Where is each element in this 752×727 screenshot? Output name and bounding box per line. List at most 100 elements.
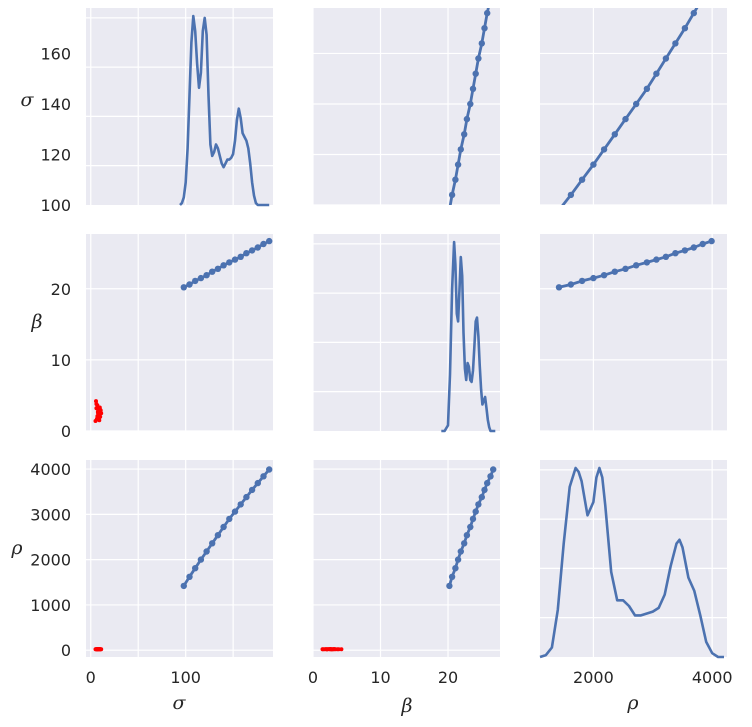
scatter-trail: [569, 178, 584, 197]
y-tick-label: 100: [40, 196, 71, 215]
x-tick-label: 2000: [573, 668, 614, 687]
scatter-trail: [592, 273, 606, 280]
outlier-point: [97, 418, 102, 423]
scatter-trail: [222, 517, 231, 529]
axis-label-layer: σ β ρ σ β ρ: [10, 89, 639, 717]
scatter-trail: [459, 132, 466, 151]
x-tick-label: 100: [170, 668, 201, 687]
scatter-trail: [634, 87, 649, 106]
scatter-points: [446, 0, 493, 213]
y-tick-label: 4000: [30, 460, 71, 479]
panel-background: [540, 460, 727, 657]
panel-beta-vs-sigma: [86, 234, 273, 432]
scatter-trail: [262, 468, 271, 478]
scatter-trail: [199, 550, 209, 561]
scatter-trail: [453, 163, 460, 182]
scatter-trail: [674, 26, 687, 45]
y-tick-label: 20: [51, 280, 71, 299]
scatter-trail: [262, 239, 271, 246]
scatter-trail: [476, 42, 484, 60]
scatter-trail: [474, 57, 480, 76]
scatter-trail: [193, 558, 203, 570]
panel-background: [86, 8, 273, 205]
scatter-trail: [456, 550, 463, 561]
scatter-trail: [256, 474, 265, 485]
scatter-trail: [450, 178, 457, 197]
scatter-trail: [602, 270, 617, 277]
scatter-points: [93, 237, 273, 423]
scatter-trail: [250, 481, 260, 492]
panel-sigma-vs-sigma: [86, 8, 273, 207]
scatter-point: [556, 207, 562, 213]
scatter-trail: [645, 258, 658, 264]
scatter-trail: [485, 8, 490, 15]
scatter-trail: [480, 26, 486, 45]
scatter-trail: [664, 42, 677, 60]
scatter-trail: [580, 163, 595, 182]
y-tick-label: 120: [40, 146, 71, 165]
scatter-trail: [182, 575, 191, 588]
xlabel-col-0: σ: [173, 692, 187, 714]
outlier-point: [95, 409, 100, 414]
scatter-trail: [216, 525, 226, 537]
y-tick-label: 0: [61, 422, 71, 441]
y-tick-label: 2000: [30, 551, 71, 570]
scatter-trail: [701, 239, 713, 246]
scatter-trail: [456, 147, 463, 167]
scatter-trail: [645, 72, 658, 91]
outlier-point: [329, 647, 334, 652]
scatter-trail: [692, 242, 705, 249]
scatter-trail: [683, 246, 696, 252]
outlier-point: [336, 647, 341, 652]
scatter-trail: [489, 468, 495, 478]
x-tick-label: 0: [86, 668, 96, 687]
scatter-trail: [244, 488, 254, 499]
scatter-trail: [447, 575, 454, 588]
y-tick-label: 10: [51, 351, 71, 370]
y-tick-label: 160: [40, 45, 71, 64]
panel-layer: [86, 0, 727, 659]
panel-background: [86, 460, 273, 657]
scatter-trail: [613, 117, 627, 136]
scatter-trail: [462, 533, 469, 545]
scatter-trail: [569, 279, 584, 286]
x-tick-label: 4000: [692, 668, 733, 687]
scatter-trail: [459, 541, 466, 553]
scatter-points: [556, 8, 699, 213]
panel-sigma-vs-beta: [312, 0, 500, 213]
scatter-trail: [468, 87, 475, 106]
outlier-point: [324, 647, 329, 652]
scatter-trail: [450, 566, 457, 579]
y-tick-label: 0: [61, 641, 71, 660]
scatter-trail: [655, 57, 668, 76]
scatter-trail: [448, 193, 454, 205]
scatter-trail: [557, 283, 573, 289]
scatter-trail: [233, 502, 243, 514]
scatter-trail: [468, 517, 475, 529]
scatter-trail: [602, 132, 617, 151]
kde-curve-rho: [539, 466, 724, 659]
scatter-trail: [471, 72, 478, 91]
panel-rho-vs-sigma: [86, 460, 273, 657]
scatter-trail: [624, 263, 638, 271]
scatter-point: [446, 207, 452, 213]
scatter-trail: [465, 525, 472, 537]
scatter-trail: [613, 267, 627, 274]
scatter-points: [320, 466, 497, 652]
scatter-trail: [634, 260, 649, 267]
scatter-points: [555, 237, 715, 291]
kde-curve-sigma: [179, 14, 270, 207]
scatter-trail: [592, 147, 606, 167]
scatter-trail: [624, 102, 638, 121]
scatter-point: [487, 0, 493, 1]
y-tick-label: 3000: [30, 505, 71, 524]
ylabel-row-1: β: [31, 311, 43, 333]
scatter-trail: [239, 495, 248, 506]
scatter-trail: [655, 255, 668, 262]
panel-beta-vs-beta: [312, 234, 500, 433]
panel-background: [86, 234, 273, 431]
xlabel-col-2: ρ: [626, 692, 639, 714]
panel-beta-vs-rho: [540, 234, 727, 432]
